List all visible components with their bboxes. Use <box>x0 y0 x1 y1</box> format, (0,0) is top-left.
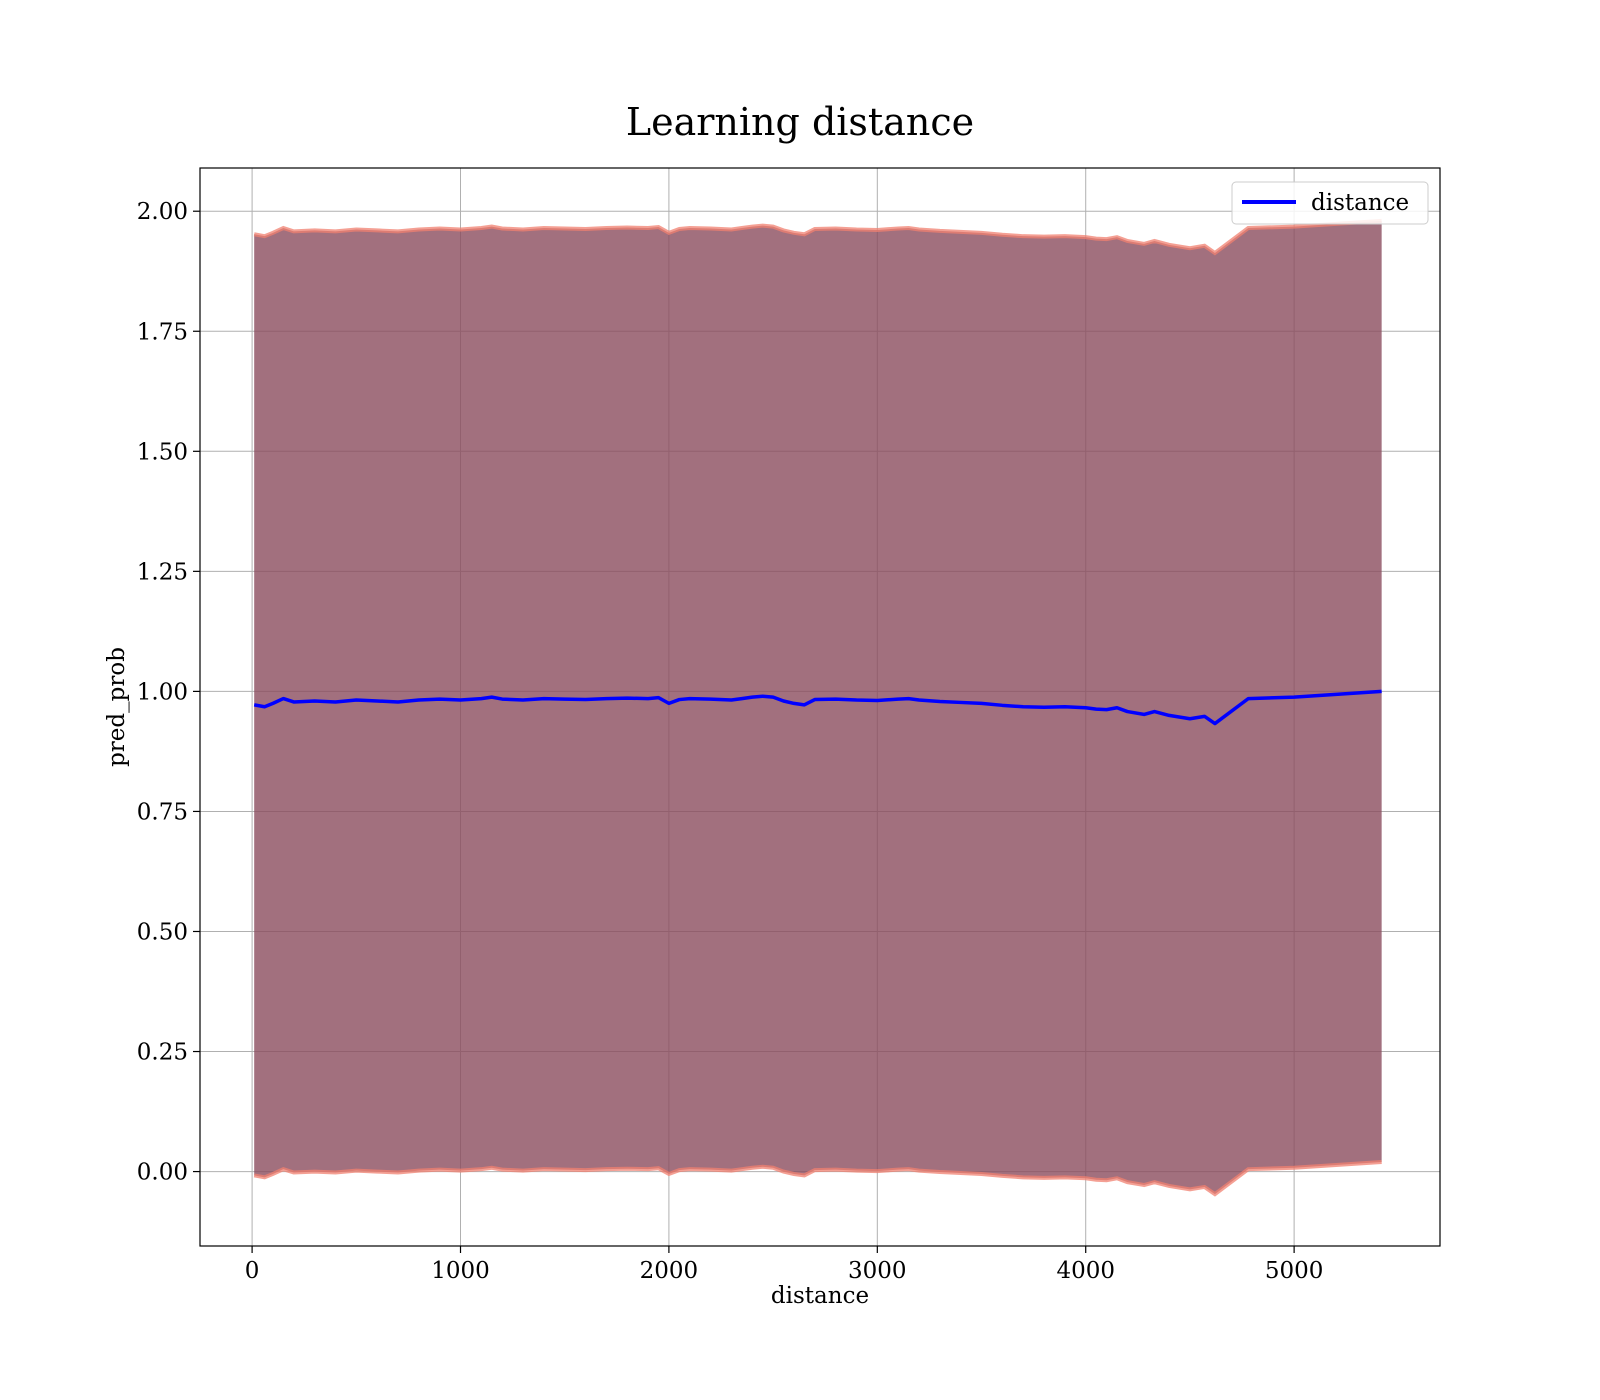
y-tick-label: 0.25 <box>137 1040 188 1066</box>
series-line-distance <box>253 689 1382 726</box>
band-lower-edge <box>253 1159 1382 1197</box>
y-tick-label: 1.25 <box>137 559 188 585</box>
x-tick-label: 3000 <box>848 1258 907 1284</box>
band-upper-edge <box>253 218 1382 256</box>
confidence-band-area <box>254 220 1382 1195</box>
x-tick-label: 0 <box>245 1258 260 1284</box>
legend-label: distance <box>1311 190 1409 216</box>
y-tick-label: 1.00 <box>137 679 188 705</box>
plot-frame <box>199 167 1441 1247</box>
legend-box <box>1231 181 1429 225</box>
y-tick-label: 1.50 <box>137 439 188 465</box>
legend: distance <box>1231 181 1429 225</box>
y-axis-label: pred_prob <box>104 647 130 767</box>
confidence-band <box>253 218 1382 1197</box>
y-tick-label: 2.00 <box>137 199 188 225</box>
x-axis-label: distance <box>771 1283 869 1309</box>
y-tick-label: 1.75 <box>137 319 188 345</box>
x-tick-label: 2000 <box>640 1258 699 1284</box>
x-tick-label: 1000 <box>431 1258 490 1284</box>
series-lines <box>253 689 1382 726</box>
x-tick-label: 4000 <box>1056 1258 1115 1284</box>
x-tick-label: 5000 <box>1265 1258 1324 1284</box>
chart-title: Learning distance <box>625 100 975 144</box>
y-tick-label: 0.00 <box>137 1160 188 1186</box>
y-tick-label: 0.75 <box>137 799 188 825</box>
ticks: 0 1000 2000 3000 4000 5000 0.00 0.25 0.50 0.75 1.0… <box>137 199 1324 1284</box>
y-tick-label: 0.50 <box>137 919 188 945</box>
